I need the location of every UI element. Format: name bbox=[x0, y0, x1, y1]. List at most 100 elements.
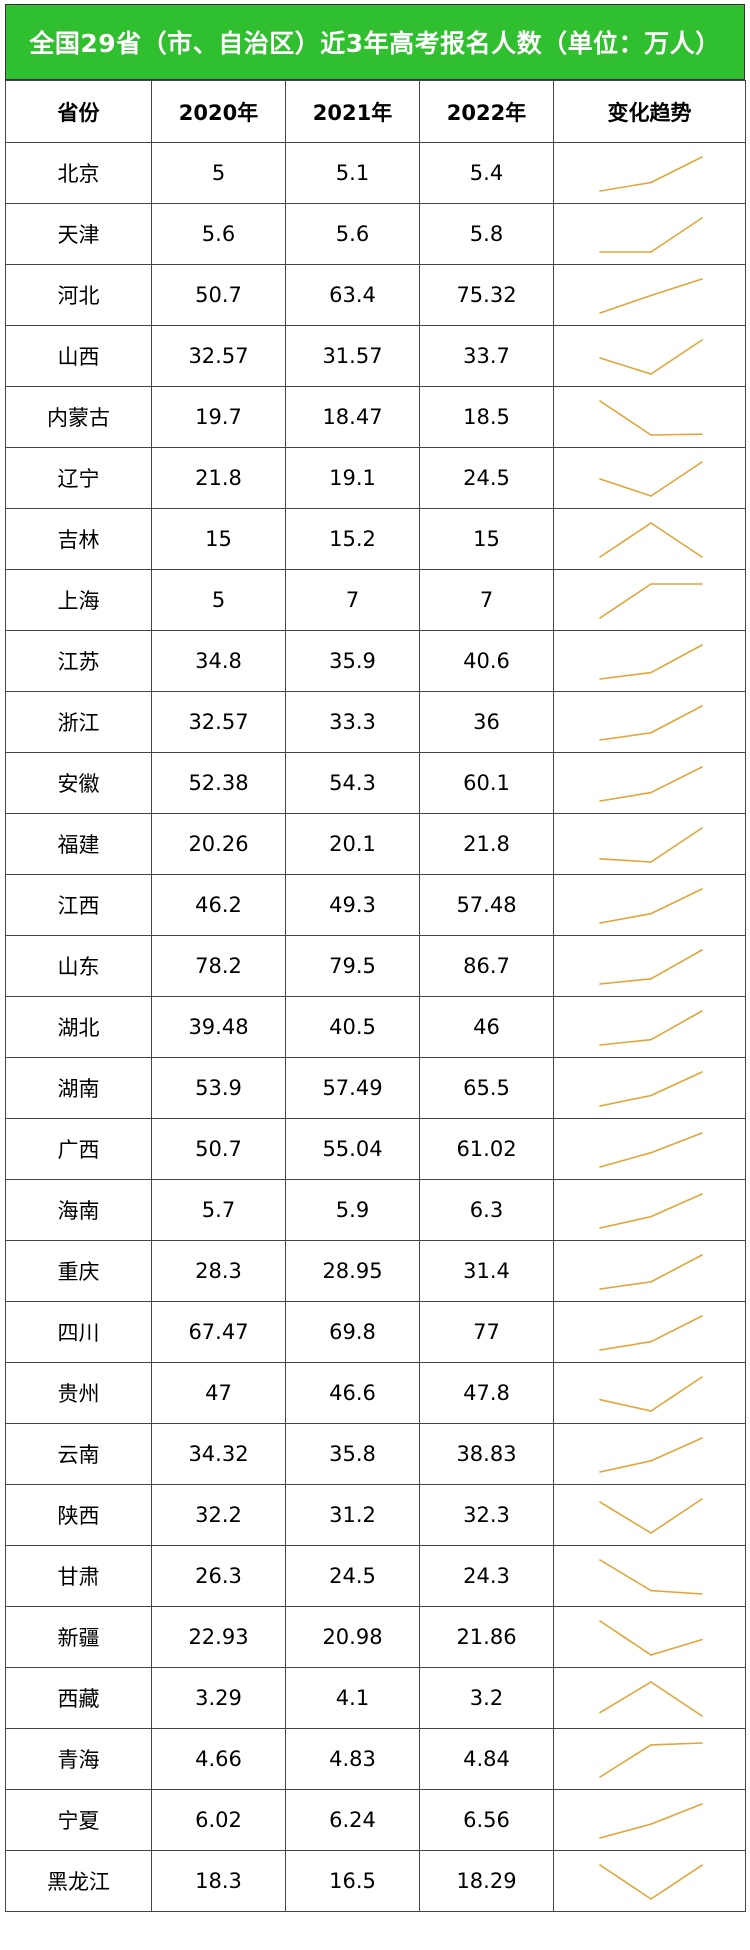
sparkline-segment bbox=[598, 857, 652, 863]
value-2021-cell: 35.9 bbox=[285, 630, 420, 692]
sparkline-segment bbox=[598, 1620, 652, 1656]
value-2020-cell: 21.8 bbox=[151, 447, 286, 509]
sparkline-segment bbox=[598, 731, 652, 741]
table-row: 重庆 28.3 28.95 31.4 bbox=[5, 1240, 746, 1302]
table-row: 山东 78.2 79.5 86.7 bbox=[5, 935, 746, 997]
value-2020-cell: 5 bbox=[151, 142, 286, 204]
sparkline-segment bbox=[649, 949, 703, 980]
sparkline-segment bbox=[598, 357, 652, 375]
table-row: 河北 50.7 63.4 75.32 bbox=[5, 264, 746, 326]
trend-cell bbox=[553, 1057, 746, 1119]
value-2020-cell: 15 bbox=[151, 508, 286, 570]
sparkline bbox=[598, 888, 703, 924]
value-2020-cell: 67.47 bbox=[151, 1301, 286, 1363]
value-2020-cell: 34.8 bbox=[151, 630, 286, 692]
sparkline-segment bbox=[649, 217, 703, 253]
province-cell: 青海 bbox=[5, 1728, 152, 1790]
value-2021-cell: 20.98 bbox=[285, 1606, 420, 1668]
table-row: 湖南 53.9 57.49 65.5 bbox=[5, 1057, 746, 1119]
trend-cell bbox=[553, 569, 746, 631]
sparkline-segment bbox=[649, 1803, 703, 1825]
province-cell: 江西 bbox=[5, 874, 152, 936]
sparkline-segment bbox=[649, 1437, 703, 1462]
sparkline bbox=[598, 644, 703, 680]
sparkline-segment bbox=[649, 433, 703, 436]
trend-cell bbox=[553, 1362, 746, 1424]
sparkline bbox=[598, 1071, 703, 1107]
sparkline-segment bbox=[649, 522, 703, 558]
trend-cell bbox=[553, 325, 746, 387]
sparkline-segment bbox=[649, 1638, 703, 1656]
value-2020-cell: 32.57 bbox=[151, 691, 286, 753]
value-2021-cell: 55.04 bbox=[285, 1118, 420, 1180]
sparkline-segment bbox=[598, 1681, 652, 1714]
sparkline-segment bbox=[598, 400, 652, 436]
province-cell: 内蒙古 bbox=[5, 386, 152, 448]
table-row: 山西 32.57 31.57 33.7 bbox=[5, 325, 746, 387]
trend-cell bbox=[553, 691, 746, 753]
data-table: 省份 2020年 2021年 2022年 变化趋势 北京 5 5.1 5.4 天津 5.6… bbox=[5, 80, 746, 1912]
sparkline bbox=[598, 400, 703, 436]
province-cell: 陕西 bbox=[5, 1484, 152, 1546]
sparkline-segment bbox=[598, 1340, 652, 1351]
trend-cell bbox=[553, 1240, 746, 1302]
value-2021-cell: 18.47 bbox=[285, 386, 420, 448]
table-row: 陕西 32.2 31.2 32.3 bbox=[5, 1484, 746, 1546]
province-cell: 吉林 bbox=[5, 508, 152, 570]
province-cell: 甘肃 bbox=[5, 1545, 152, 1607]
table-row: 天津 5.6 5.6 5.8 bbox=[5, 203, 746, 265]
value-2021-cell: 35.8 bbox=[285, 1423, 420, 1485]
table-row: 江苏 34.8 35.9 40.6 bbox=[5, 630, 746, 692]
value-2021-cell: 46.6 bbox=[285, 1362, 420, 1424]
value-2020-cell: 32.2 bbox=[151, 1484, 286, 1546]
table-title: 全国29省（市、自治区）近3年高考报名人数（单位：万人） bbox=[5, 4, 745, 80]
province-cell: 山东 bbox=[5, 935, 152, 997]
province-cell: 贵州 bbox=[5, 1362, 152, 1424]
table-row: 青海 4.66 4.83 4.84 bbox=[5, 1728, 746, 1790]
value-2022-cell: 21.8 bbox=[419, 813, 554, 875]
sparkline bbox=[598, 1437, 703, 1473]
table-row: 宁夏 6.02 6.24 6.56 bbox=[5, 1789, 746, 1851]
province-cell: 北京 bbox=[5, 142, 152, 204]
value-2022-cell: 36 bbox=[419, 691, 554, 753]
value-2020-cell: 50.7 bbox=[151, 264, 286, 326]
sparkline-segment bbox=[598, 294, 652, 314]
sparkline bbox=[598, 705, 703, 741]
value-2022-cell: 6.3 bbox=[419, 1179, 554, 1241]
sparkline-segment bbox=[598, 583, 652, 619]
value-2022-cell: 4.84 bbox=[419, 1728, 554, 1790]
value-2022-cell: 24.3 bbox=[419, 1545, 554, 1607]
sparkline-segment bbox=[649, 339, 703, 375]
value-2022-cell: 65.5 bbox=[419, 1057, 554, 1119]
value-2022-cell: 18.5 bbox=[419, 386, 554, 448]
sparkline-segment bbox=[598, 1823, 652, 1839]
table-row: 内蒙古 19.7 18.47 18.5 bbox=[5, 386, 746, 448]
value-2021-cell: 57.49 bbox=[285, 1057, 420, 1119]
value-2021-cell: 28.95 bbox=[285, 1240, 420, 1302]
value-2020-cell: 3.29 bbox=[151, 1667, 286, 1729]
value-2020-cell: 28.3 bbox=[151, 1240, 286, 1302]
sparkline-segment bbox=[598, 478, 652, 497]
sparkline-segment bbox=[598, 1744, 652, 1778]
value-2021-cell: 54.3 bbox=[285, 752, 420, 814]
trend-cell bbox=[553, 1850, 746, 1912]
value-2021-cell: 40.5 bbox=[285, 996, 420, 1058]
sparkline bbox=[598, 1132, 703, 1168]
table-row: 北京 5 5.1 5.4 bbox=[5, 142, 746, 204]
value-2022-cell: 21.86 bbox=[419, 1606, 554, 1668]
value-2022-cell: 61.02 bbox=[419, 1118, 554, 1180]
value-2020-cell: 18.3 bbox=[151, 1850, 286, 1912]
sparkline bbox=[598, 461, 703, 497]
header-2022: 2022年 bbox=[419, 80, 554, 143]
sparkline bbox=[598, 1193, 703, 1229]
header-trend: 变化趋势 bbox=[553, 80, 746, 143]
value-2022-cell: 18.29 bbox=[419, 1850, 554, 1912]
value-2022-cell: 47.8 bbox=[419, 1362, 554, 1424]
sparkline bbox=[598, 949, 703, 985]
trend-cell bbox=[553, 1545, 746, 1607]
table-row: 福建 20.26 20.1 21.8 bbox=[5, 813, 746, 875]
trend-cell bbox=[553, 447, 746, 509]
sparkline bbox=[598, 339, 703, 375]
table-row: 云南 34.32 35.8 38.83 bbox=[5, 1423, 746, 1485]
